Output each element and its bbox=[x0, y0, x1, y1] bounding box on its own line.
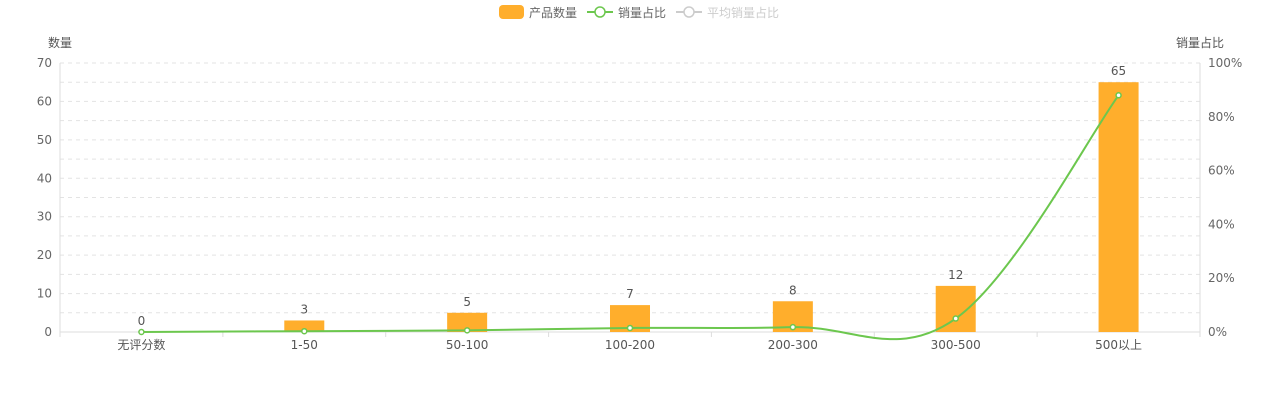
bar bbox=[1098, 82, 1139, 332]
bar bbox=[447, 312, 488, 332]
y-left-tick-label: 0 bbox=[44, 325, 52, 339]
chart-legend: 产品数量 销量占比 平均销量占比 bbox=[0, 2, 1278, 22]
y-right-tick-label: 0% bbox=[1208, 325, 1227, 339]
bar-value-label: 5 bbox=[463, 295, 471, 309]
bar-value-label: 7 bbox=[626, 287, 634, 301]
bar-value-label: 0 bbox=[138, 314, 146, 328]
left-axis-title: 数量 bbox=[48, 36, 73, 50]
y-left-tick-label: 50 bbox=[37, 133, 52, 147]
bar-value-label: 12 bbox=[948, 268, 963, 282]
line-point bbox=[626, 324, 634, 332]
legend-label: 平均销量占比 bbox=[707, 5, 780, 20]
y-right-tick-label: 100% bbox=[1208, 56, 1242, 70]
legend-label: 销量占比 bbox=[617, 5, 666, 20]
x-tick-label: 1-50 bbox=[291, 338, 318, 352]
legend-label: 产品数量 bbox=[528, 5, 577, 20]
x-tick-label: 300-500 bbox=[931, 338, 981, 352]
legend-bar-swatch-icon bbox=[498, 5, 524, 19]
bar bbox=[935, 285, 976, 332]
y-left-tick-label: 20 bbox=[37, 248, 52, 262]
x-tick-label: 无评分数 bbox=[117, 337, 165, 352]
legend-line-swatch-icon bbox=[586, 6, 613, 18]
y-left-tick-label: 60 bbox=[37, 94, 52, 108]
y-right-tick-label: 20% bbox=[1208, 271, 1235, 285]
line-point bbox=[952, 315, 959, 322]
line-point bbox=[138, 328, 145, 336]
y-right-tick-label: 80% bbox=[1208, 110, 1235, 124]
line-point bbox=[1115, 92, 1122, 99]
y-left-tick-label: 40 bbox=[37, 171, 52, 185]
legend-item-product-count[interactable]: 产品数量 bbox=[498, 4, 577, 21]
line-point bbox=[463, 327, 471, 334]
bar-value-label: 65 bbox=[1111, 64, 1126, 78]
bar-value-label: 3 bbox=[300, 302, 308, 316]
bar bbox=[284, 320, 325, 332]
y-right-tick-label: 40% bbox=[1208, 217, 1235, 231]
y-left-tick-label: 10 bbox=[37, 287, 52, 301]
legend-line-swatch-icon bbox=[676, 6, 702, 18]
x-tick-label: 200-300 bbox=[768, 338, 818, 352]
line-point bbox=[301, 327, 308, 335]
bar-value-label: 8 bbox=[789, 283, 797, 297]
y-left-tick-label: 70 bbox=[37, 56, 52, 70]
x-tick-label: 50-100 bbox=[446, 338, 489, 352]
x-tick-label: 100-200 bbox=[605, 338, 655, 352]
line-point bbox=[789, 323, 797, 331]
y-left-tick-label: 30 bbox=[37, 210, 52, 224]
legend-item-avg-sales-share[interactable]: 平均销量占比 bbox=[676, 4, 779, 21]
right-axis-title: 销量占比 bbox=[1176, 36, 1225, 50]
y-right-tick-label: 60% bbox=[1208, 164, 1235, 178]
x-tick-label: 500以上 bbox=[1095, 338, 1142, 352]
legend-item-sales-share[interactable]: 销量占比 bbox=[586, 4, 666, 21]
